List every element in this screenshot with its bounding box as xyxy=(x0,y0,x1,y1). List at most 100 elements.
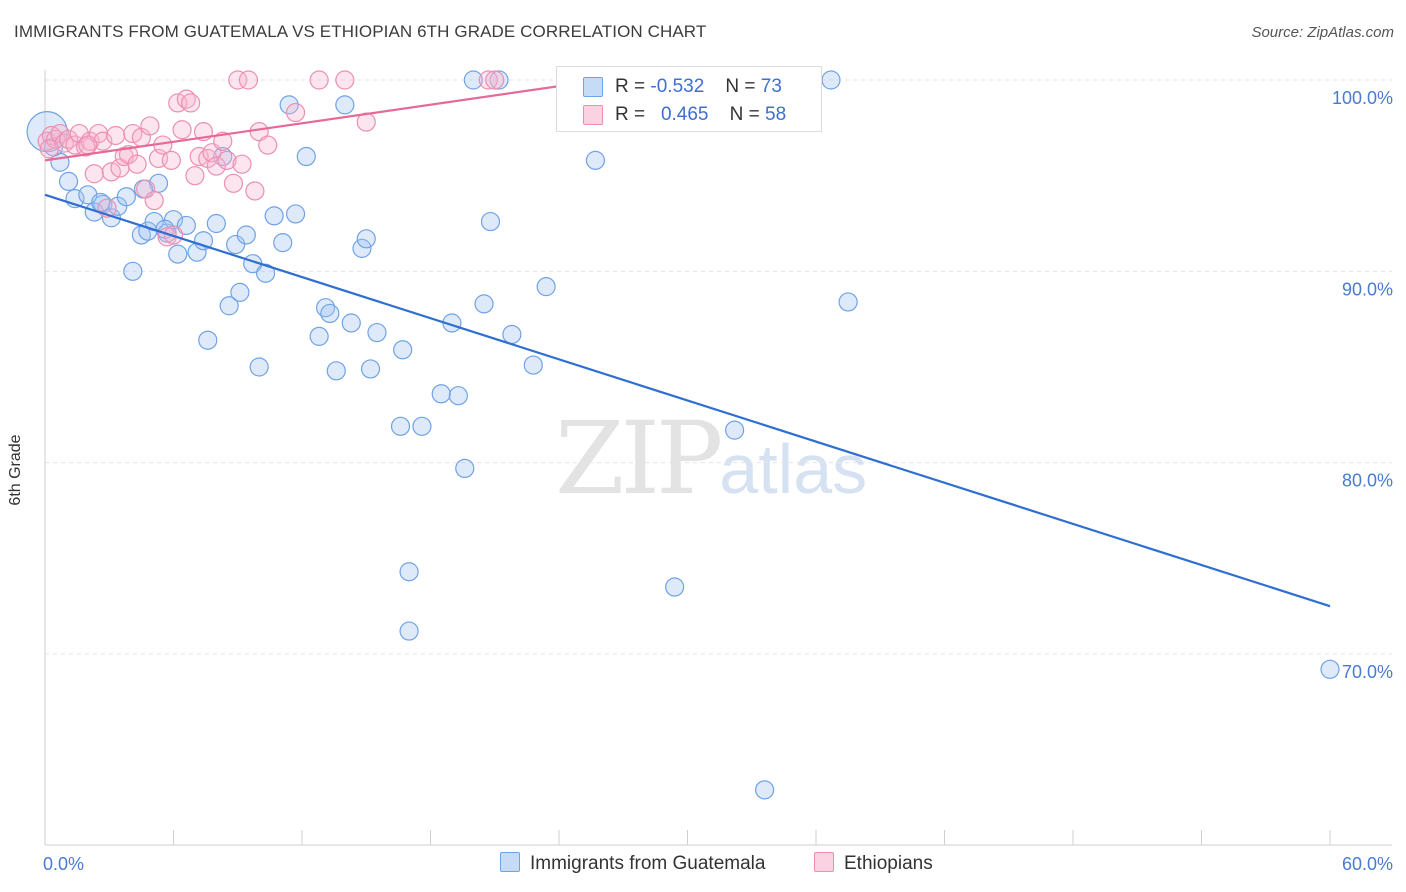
point-guatemala xyxy=(255,263,276,283)
point-ethiopians xyxy=(78,135,98,155)
point-guatemala xyxy=(352,238,372,258)
point-guatemala xyxy=(665,577,685,597)
point-ethiopians xyxy=(181,93,201,113)
point-guatemala xyxy=(58,171,79,192)
point-ethiopians xyxy=(223,173,244,193)
point-ethiopians xyxy=(228,70,248,90)
point-guatemala xyxy=(249,357,269,377)
point-ethiopians xyxy=(238,70,259,90)
series-swatch-guatemala xyxy=(500,852,520,872)
x-tick-label-left: 0.0% xyxy=(43,854,84,874)
point-guatemala xyxy=(754,780,775,800)
point-guatemala xyxy=(296,146,316,167)
point-guatemala xyxy=(523,355,543,375)
point-guatemala xyxy=(101,208,121,228)
point-guatemala xyxy=(536,277,556,297)
point-guatemala xyxy=(279,95,299,115)
point-ethiopians xyxy=(172,120,192,140)
point-guatemala xyxy=(463,70,483,90)
x-tick-label-right: 60.0% xyxy=(1342,854,1393,874)
point-guatemala xyxy=(480,211,501,232)
point-guatemala xyxy=(335,95,355,115)
trend-line-ethiopians xyxy=(44,78,602,162)
point-guatemala xyxy=(264,206,284,226)
legend-r-label: R = xyxy=(615,76,646,97)
legend-n-value: 58 xyxy=(765,104,787,125)
point-guatemala xyxy=(326,361,346,381)
point-guatemala xyxy=(236,225,256,245)
legend-swatch-ethiopians xyxy=(583,105,603,125)
stats-legend: R = -0.532 N = 73 R = 0.465 N = 58 xyxy=(556,66,822,132)
point-ethiopians xyxy=(206,156,226,176)
point-guatemala xyxy=(393,340,413,360)
point-guatemala xyxy=(360,359,381,379)
point-guatemala xyxy=(341,313,361,333)
point-guatemala xyxy=(431,384,451,404)
legend-r-label: R = xyxy=(615,104,646,125)
point-guatemala xyxy=(230,282,250,302)
point-guatemala xyxy=(502,324,522,345)
legend-r-value: 0.465 xyxy=(660,104,709,125)
source-label: Source: ZipAtlas.com xyxy=(1251,24,1394,41)
series-swatch-ethiopians xyxy=(814,852,834,872)
y-tick-label: 90.0% xyxy=(1342,279,1393,299)
point-guatemala xyxy=(123,261,143,281)
point-ethiopians xyxy=(285,102,306,123)
point-guatemala xyxy=(455,458,475,479)
watermark-zip: ZIP xyxy=(555,400,723,517)
point-guatemala xyxy=(219,296,239,316)
point-ethiopians xyxy=(161,150,181,170)
point-guatemala xyxy=(116,187,136,207)
watermark-atlas: atlas xyxy=(719,430,868,508)
point-ethiopians xyxy=(485,70,505,90)
point-guatemala xyxy=(725,420,745,440)
point-guatemala xyxy=(176,215,196,236)
point-guatemala xyxy=(585,150,606,170)
y-tick-label: 70.0% xyxy=(1342,662,1393,682)
point-guatemala xyxy=(821,70,841,90)
series-name-ethiopians: Ethiopians xyxy=(844,853,933,874)
point-guatemala xyxy=(226,234,246,255)
point-ethiopians xyxy=(185,166,205,186)
point-guatemala xyxy=(1320,659,1340,679)
point-guatemala xyxy=(838,292,858,312)
point-ethiopians xyxy=(213,131,233,151)
series-legend-ethiopians: Ethiopians xyxy=(814,852,933,875)
point-guatemala xyxy=(168,244,188,264)
point-guatemala xyxy=(367,322,387,343)
point-guatemala xyxy=(273,233,293,253)
point-guatemala xyxy=(474,294,494,314)
watermark: ZIPatlas xyxy=(555,400,867,517)
point-ethiopians xyxy=(144,190,164,211)
point-guatemala xyxy=(356,229,376,249)
point-guatemala xyxy=(412,416,432,436)
point-ethiopians xyxy=(232,154,252,174)
y-tick-label: 100.0% xyxy=(1332,88,1393,108)
point-ethiopians xyxy=(39,139,59,159)
series-legend-guatemala: Immigrants from Guatemala xyxy=(500,852,765,875)
point-ethiopians xyxy=(309,70,329,90)
point-guatemala xyxy=(448,386,468,406)
point-ethiopians xyxy=(84,164,104,184)
point-ethiopians xyxy=(245,181,265,201)
point-guatemala xyxy=(399,562,419,582)
series-name-guatemala: Immigrants from Guatemala xyxy=(530,853,766,874)
point-ethiopians xyxy=(127,154,147,174)
point-guatemala xyxy=(390,416,411,436)
point-ethiopians xyxy=(335,70,355,90)
point-guatemala xyxy=(399,621,419,641)
point-guatemala xyxy=(489,70,509,90)
point-ethiopians xyxy=(258,135,278,155)
trend-line-guatemala xyxy=(44,193,1331,608)
y-tick-label: 80.0% xyxy=(1342,471,1393,491)
legend-row-ethiopians: R = 0.465 N = 58 xyxy=(615,104,786,126)
legend-row-guatemala: R = -0.532 N = 73 xyxy=(615,76,782,98)
point-ethiopians xyxy=(217,150,237,170)
point-ethiopians xyxy=(106,125,126,146)
point-guatemala xyxy=(320,303,340,324)
point-ethiopians xyxy=(140,116,160,136)
point-guatemala xyxy=(285,204,306,224)
chart-title: IMMIGRANTS FROM GUATEMALA VS ETHIOPIAN 6… xyxy=(14,22,707,41)
point-ethiopians xyxy=(478,70,498,90)
